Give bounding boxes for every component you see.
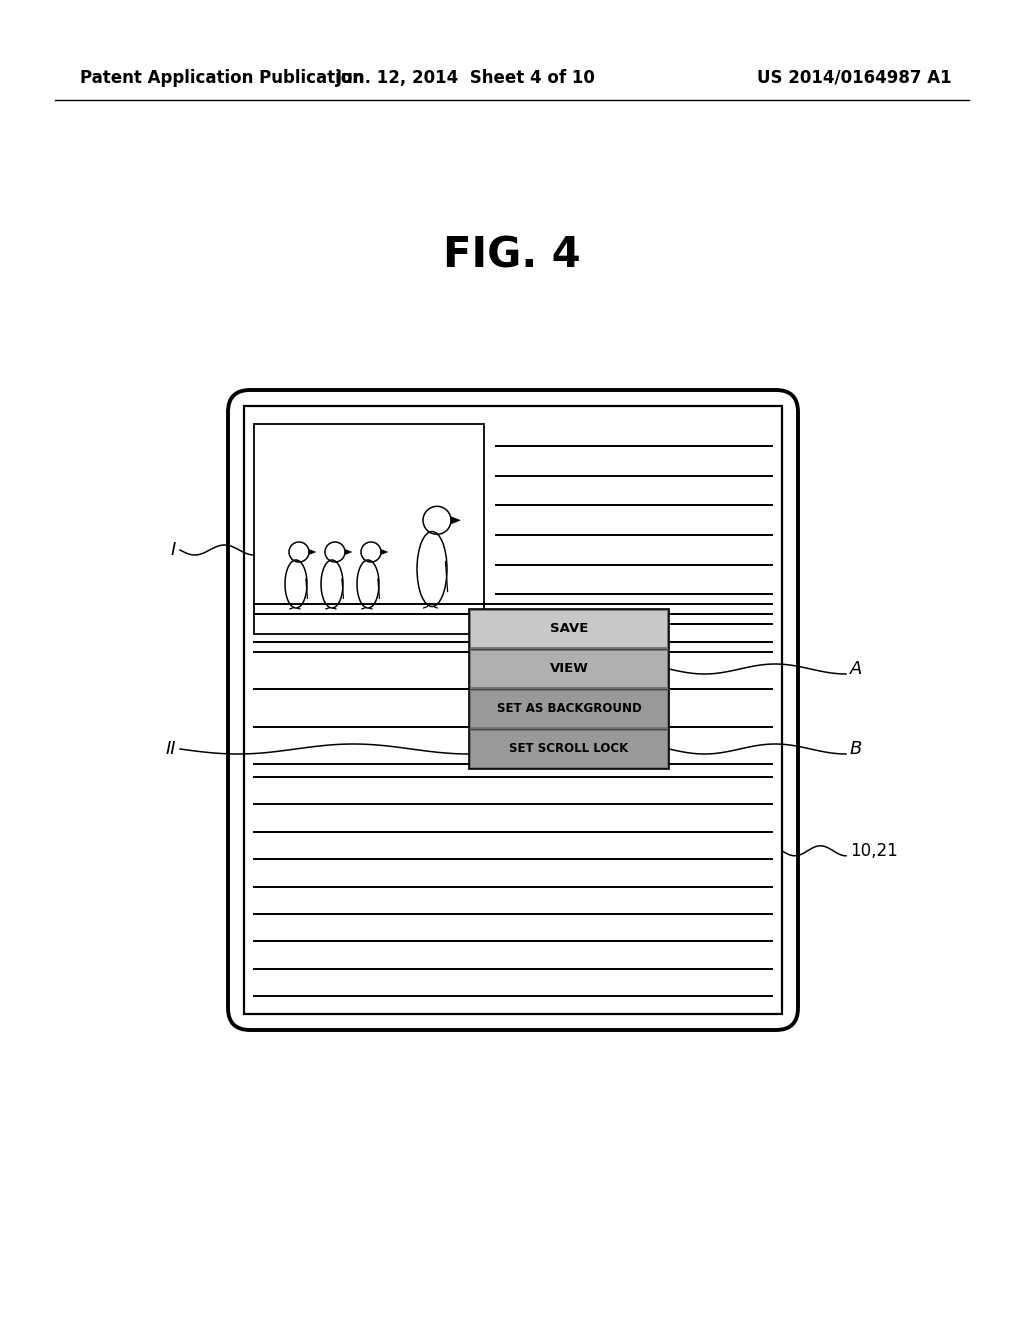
Text: US 2014/0164987 A1: US 2014/0164987 A1	[758, 69, 952, 87]
FancyBboxPatch shape	[228, 389, 798, 1030]
Text: II: II	[166, 741, 176, 758]
Text: Patent Application Publication: Patent Application Publication	[80, 69, 364, 87]
Text: SAVE: SAVE	[550, 623, 588, 635]
Bar	[244, 407, 782, 1014]
Bar	[471, 690, 667, 727]
Text: Jun. 12, 2014  Sheet 4 of 10: Jun. 12, 2014 Sheet 4 of 10	[336, 69, 596, 87]
Text: SET SCROLL LOCK: SET SCROLL LOCK	[509, 742, 629, 755]
Bar	[471, 731, 667, 767]
Polygon shape	[309, 549, 315, 554]
Text: B: B	[850, 741, 862, 758]
Polygon shape	[451, 517, 460, 524]
Polygon shape	[381, 549, 387, 554]
Text: I: I	[171, 541, 176, 558]
Bar	[469, 609, 669, 770]
Bar	[254, 424, 484, 634]
Text: A: A	[850, 660, 862, 678]
Text: 10,21: 10,21	[850, 842, 898, 859]
Text: SET AS BACKGROUND: SET AS BACKGROUND	[497, 702, 641, 715]
Text: VIEW: VIEW	[550, 663, 589, 676]
Polygon shape	[345, 549, 351, 554]
Bar	[471, 651, 667, 686]
Text: FIG. 4: FIG. 4	[443, 234, 581, 276]
Bar	[471, 611, 667, 647]
